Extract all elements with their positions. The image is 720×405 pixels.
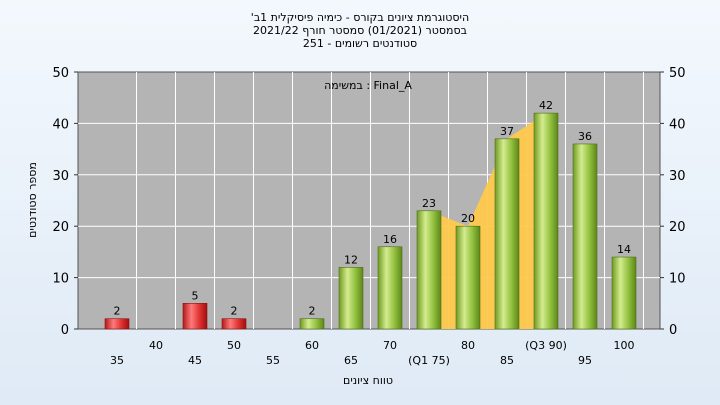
x-tick-label: 55 (266, 354, 280, 367)
data-label-75: 23 (422, 197, 436, 210)
y-tick-label-right: 50 (669, 66, 686, 81)
y-tick-label-right: 20 (669, 220, 686, 235)
x-tick-label: 70 (383, 339, 397, 352)
y-tick-label-right: 30 (669, 169, 686, 184)
x-tick-label: 40 (149, 339, 163, 352)
data-label-80: 20 (461, 212, 475, 225)
chart-title: 'היסטוגרמת ציונים בקורס - כימיה פיסיקלית… (250, 11, 470, 24)
x-tick-label: 60 (305, 339, 319, 352)
bar-65 (338, 267, 364, 330)
data-label-45: 5 (192, 289, 199, 302)
bar-60 (299, 318, 325, 330)
data-label-100: 14 (617, 243, 631, 256)
x-tick-label: 35 (110, 354, 124, 367)
x-tick-label: 45 (188, 354, 202, 367)
x-tick-label: (Q3 90) (525, 339, 567, 352)
data-label-95: 36 (578, 130, 592, 143)
y-axis-label: מספר סטודנטים (26, 162, 39, 238)
x-axis: 35 40 45 50 55 60 65 70 (Q1 75) 80 85 (Q3 90) 95 100 (110, 339, 635, 367)
data-label-60: 2 (309, 305, 316, 318)
x-tick-label: 50 (227, 339, 241, 352)
x-tick-label: 65 (344, 354, 358, 367)
chart-subtitle-semester: בסמסטר (01/2021) סמסטר חורף 2021/22 (253, 24, 467, 37)
y-tick-label-left: 30 (52, 169, 69, 184)
bar-80 (455, 225, 481, 330)
y-axis-left: 0 10 20 30 40 50 (52, 66, 78, 338)
y-tick-label-left: 10 (52, 272, 69, 287)
y-tick-label-left: 40 (52, 117, 69, 132)
bar-45 (182, 302, 208, 330)
x-tick-label: 100 (614, 339, 635, 352)
x-tick-label: 85 (500, 354, 514, 367)
bar-90 (533, 112, 559, 330)
data-label-35: 2 (114, 305, 121, 318)
data-label-70: 16 (383, 233, 397, 246)
y-tick-label-right: 40 (669, 117, 686, 132)
bar-95 (572, 143, 598, 330)
bar-85 (494, 138, 520, 330)
x-tick-label: (Q1 75) (408, 354, 450, 367)
y-axis-right: 0 10 20 30 40 50 (660, 66, 686, 338)
data-label-50: 2 (231, 305, 238, 318)
data-label-85: 37 (500, 125, 514, 138)
y-tick-label-left: 0 (61, 323, 69, 338)
y-tick-label-left: 20 (52, 220, 69, 235)
bar-75 (416, 210, 442, 330)
x-axis-label: טווח ציונים (343, 374, 393, 387)
bar-35 (104, 318, 130, 330)
chart-annotation: במשימה : Final_A (324, 79, 412, 92)
x-tick-label: 95 (578, 354, 592, 367)
y-tick-label-right: 0 (669, 323, 677, 338)
bar-100 (611, 256, 637, 330)
data-label-90: 42 (539, 99, 553, 112)
chart-subtitle-students: סטודנטים רשומים - 251 (302, 37, 418, 50)
y-tick-label-right: 10 (669, 272, 686, 287)
bar-70 (377, 246, 403, 330)
bar-50 (221, 318, 247, 330)
bars-group: 2 5 2 2 12 16 23 20 37 42 36 14 (104, 99, 637, 330)
data-label-65: 12 (344, 253, 358, 266)
y-tick-label-left: 50 (52, 66, 69, 81)
x-tick-label: 80 (461, 339, 475, 352)
